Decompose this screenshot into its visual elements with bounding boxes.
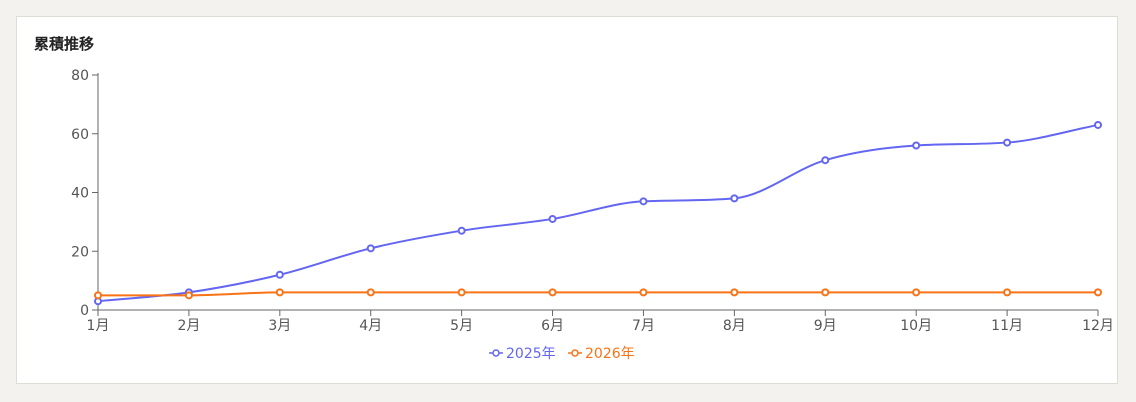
series-2-point xyxy=(184,291,193,300)
x-tick-label: 8月 xyxy=(723,318,746,334)
series-2-point xyxy=(1094,288,1102,297)
legend-swatch-marker xyxy=(571,349,579,357)
y-tick-label: 80 xyxy=(71,68,89,84)
x-tick-label: 1月 xyxy=(87,318,110,334)
x-tick-label: 5月 xyxy=(450,318,473,334)
series-2-point xyxy=(912,288,921,297)
series-1-point xyxy=(275,270,284,279)
series-line-1 xyxy=(97,123,1099,303)
x-tick-label: 7月 xyxy=(632,318,655,334)
x-tick-label: 2月 xyxy=(177,318,200,334)
series-1-point xyxy=(730,194,739,203)
x-tick-label: 11月 xyxy=(991,318,1023,334)
y-tick-label: 60 xyxy=(71,127,89,143)
series-1-point xyxy=(1094,120,1102,129)
x-tick-label: 6月 xyxy=(541,318,564,334)
x-tick-label: 12月 xyxy=(1082,318,1114,334)
series-1-point xyxy=(548,214,557,223)
series-1-point xyxy=(639,197,648,206)
y-tick-label: 20 xyxy=(71,244,89,260)
series-2-point xyxy=(275,288,284,297)
y-tick-label: 0 xyxy=(80,303,89,319)
x-tick-label: 10月 xyxy=(900,318,932,334)
series-1-point xyxy=(366,244,375,253)
legend-label: 2026年 xyxy=(585,346,635,362)
series-2-point xyxy=(1003,288,1012,297)
x-tick-label: 9月 xyxy=(814,318,837,334)
series-2-point xyxy=(94,291,102,300)
chart-title: 累積推移 xyxy=(34,35,95,53)
series-2-point xyxy=(639,288,648,297)
series-line-2 xyxy=(98,291,1098,297)
series-1-point xyxy=(821,156,830,165)
x-tick-label: 3月 xyxy=(268,318,291,334)
legend-swatch-marker xyxy=(492,349,500,357)
series-2-point xyxy=(548,288,557,297)
series-2-point xyxy=(366,288,375,297)
chart-card: 累積推移 xyxy=(16,16,1118,384)
legend-label: 2025年 xyxy=(506,346,556,362)
series-2-point xyxy=(821,288,830,297)
series-1-point xyxy=(1003,138,1012,147)
series-2-point xyxy=(457,288,466,297)
y-tick-label: 40 xyxy=(71,186,89,202)
series-2-point xyxy=(730,288,739,297)
series-1-point xyxy=(457,226,466,235)
x-tick-label: 4月 xyxy=(359,318,382,334)
series-1-point xyxy=(912,141,921,150)
